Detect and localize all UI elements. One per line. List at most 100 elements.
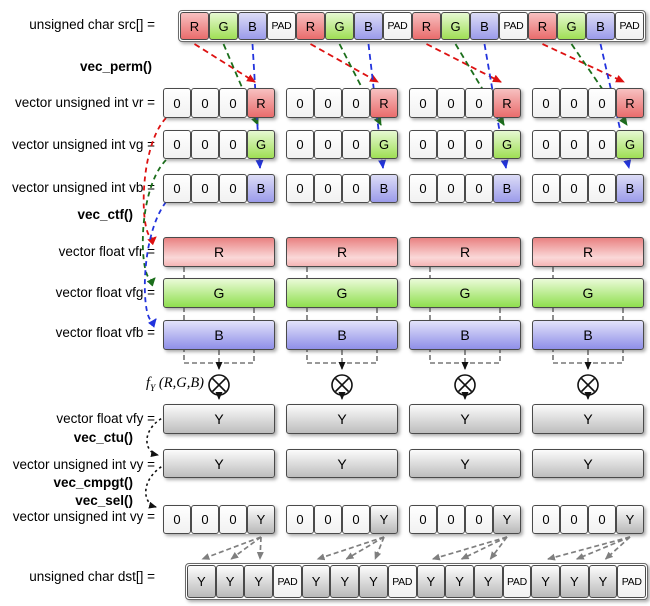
- vfb-bar: B: [409, 320, 521, 350]
- vy-sel-cell: 0: [560, 505, 588, 534]
- vg-cell: 0: [465, 130, 493, 159]
- vfr-bar: R: [163, 237, 275, 267]
- dst-cell: Y: [301, 565, 331, 598]
- multiply-icon: [577, 374, 599, 396]
- vr-cell: 0: [286, 88, 314, 118]
- vr-cell: 0: [191, 88, 219, 118]
- src-cell: G: [209, 12, 238, 40]
- vr-cell: 0: [437, 88, 465, 118]
- dst-cell: Y: [359, 565, 388, 598]
- vr-cell: 0: [532, 88, 560, 118]
- vfr-bar: R: [532, 237, 644, 267]
- vg-cell: 0: [409, 130, 437, 159]
- dst-cell: Y: [531, 565, 560, 598]
- src-cell: R: [528, 12, 557, 40]
- label-src-array: unsigned char src[] =: [29, 17, 155, 32]
- vy-sel-cell: 0: [465, 505, 493, 534]
- dst-cell: Y: [187, 565, 216, 598]
- multiply-icon: [331, 374, 353, 396]
- label-vec-cmpgt: vec_cmpgt(): [53, 475, 133, 490]
- vr-cell: 0: [560, 88, 588, 118]
- vg-cell: 0: [342, 130, 370, 159]
- vr-cell: 0: [163, 88, 191, 118]
- label-vfy: vector float vfy =: [56, 411, 155, 426]
- vy-sel-cell: 0: [588, 505, 616, 534]
- label-vfb: vector float vfb =: [55, 325, 155, 340]
- vy-sel-cell: 0: [163, 505, 191, 534]
- vfy-bar: Y: [286, 404, 398, 434]
- vfr-bar: R: [409, 237, 521, 267]
- vfr-bar: R: [286, 237, 398, 267]
- src-cell: R: [412, 12, 441, 40]
- src-cell: G: [557, 12, 586, 40]
- vg-cell: 0: [191, 130, 219, 159]
- src-cell: R: [296, 12, 325, 40]
- vy-sel-cell: 0: [409, 505, 437, 534]
- label-vb: vector unsigned int vb =: [12, 180, 155, 195]
- label-vec-perm: vec_perm(): [79, 59, 152, 74]
- vy-sel-cell: 0: [191, 505, 219, 534]
- fy-arguments: (R,G,B): [158, 375, 204, 391]
- vg-cell: 0: [314, 130, 342, 159]
- label-vfr: vector float vfr =: [58, 244, 155, 259]
- vy-sel-cell: Y: [247, 505, 275, 534]
- vy-sel-cell: 0: [219, 505, 247, 534]
- label-vfg: vector float vfg =: [55, 285, 155, 300]
- label-vr: vector unsigned int vr =: [15, 95, 155, 110]
- dst-cell: PAD: [617, 565, 646, 598]
- vfb-bar: B: [286, 320, 398, 350]
- dst-cell: PAD: [273, 565, 302, 598]
- vb-cell: B: [616, 174, 644, 203]
- dst-cell: Y: [559, 565, 589, 598]
- src-array: R G B PAD R G B PAD R G B PAD R G B PAD: [178, 10, 646, 42]
- pack-arrows: [201, 536, 631, 561]
- vg-cell: G: [616, 130, 644, 159]
- multiply-icon: [208, 374, 230, 396]
- vy-sel-cell: Y: [616, 505, 644, 534]
- src-cell: G: [325, 12, 354, 40]
- vb-cell: 0: [409, 174, 437, 203]
- src-cell: B: [354, 12, 383, 40]
- vfg-bar: G: [286, 278, 398, 308]
- vr-cell: R: [493, 88, 521, 118]
- vfg-bar: G: [532, 278, 644, 308]
- vg-cell: 0: [560, 130, 588, 159]
- vb-cell: 0: [191, 174, 219, 203]
- vfg-bar: G: [163, 278, 275, 308]
- vg-cell: 0: [588, 130, 616, 159]
- vr-cell: 0: [314, 88, 342, 118]
- src-cell: B: [586, 12, 615, 40]
- vfg-bar: G: [409, 278, 521, 308]
- vy-bar: Y: [409, 449, 521, 478]
- vy-sel-cell: 0: [314, 505, 342, 534]
- vfy-bar: Y: [409, 404, 521, 434]
- vg-cell: G: [370, 130, 398, 159]
- vb-cell: 0: [342, 174, 370, 203]
- vy-sel-cell: 0: [532, 505, 560, 534]
- vb-cell: 0: [219, 174, 247, 203]
- vy-sel-cell: 0: [342, 505, 370, 534]
- src-cell: B: [238, 12, 267, 40]
- vy-sel-cell: Y: [493, 505, 521, 534]
- dst-cell: Y: [244, 565, 274, 598]
- label-vy-sel: vector unsigned int vy =: [12, 509, 155, 524]
- vy-bar: Y: [532, 449, 644, 478]
- vr-cell: R: [247, 88, 275, 118]
- vfy-bar: Y: [532, 404, 644, 434]
- vg-cell: 0: [437, 130, 465, 159]
- dst-cell: Y: [215, 565, 245, 598]
- vfb-bar: B: [532, 320, 644, 350]
- vr-cell: 0: [588, 88, 616, 118]
- vb-cell: 0: [465, 174, 493, 203]
- dst-cell: Y: [416, 565, 446, 598]
